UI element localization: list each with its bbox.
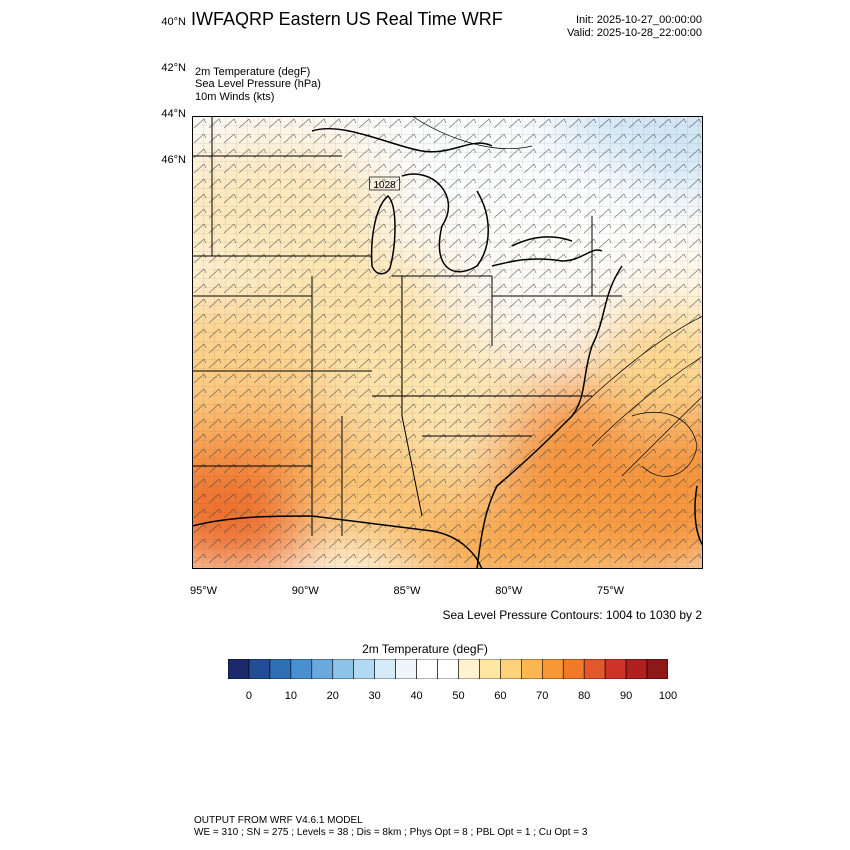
- colorbar-label: 50: [452, 690, 465, 702]
- colorbar-label: 90: [619, 690, 633, 702]
- map-canvas: 1028102210201014101410181022101810141014…: [192, 116, 703, 569]
- colorbar-swatch: [332, 659, 355, 679]
- colorbar-label: 80: [578, 690, 591, 702]
- footer-settings: WE = 310 ; SN = 275 ; Levels = 38 ; Dis …: [194, 827, 588, 838]
- colorbar-swatch: [395, 659, 417, 679]
- colorbar-swatch: [521, 659, 543, 679]
- field-label-pressure: Sea Level Pressure (hPa): [195, 78, 321, 90]
- colorbar-swatch: [290, 659, 313, 679]
- pressure-label: 1028: [369, 176, 400, 191]
- colorbar-swatch: [353, 659, 375, 679]
- colorbar-swatch: [583, 659, 606, 679]
- colorbar-label: 100: [658, 690, 678, 702]
- colorbar-swatch: [311, 659, 334, 679]
- init-time: Init: 2025-10-27_00:00:00: [576, 14, 702, 26]
- colorbar-label: 0: [245, 690, 252, 702]
- chart-title: IWFAQRP Eastern US Real Time WRF: [191, 9, 503, 29]
- colorbar-swatch: [562, 659, 585, 679]
- colorbar-swatch: [269, 659, 292, 679]
- lon-label: 95°W: [189, 585, 218, 597]
- colorbar-label: 70: [536, 690, 549, 702]
- contour-note: Sea Level Pressure Contours: 1004 to 103…: [442, 608, 703, 622]
- colorbar-swatch: [248, 659, 271, 679]
- state-borders: [192, 116, 622, 536]
- colorbar-swatch: [228, 659, 250, 679]
- colorbar-swatch: [604, 659, 627, 679]
- weather-map: 1028102210201014101410181022101810141014…: [192, 116, 703, 569]
- field-label-temperature: 2m Temperature (degF): [195, 66, 311, 78]
- footer-model: OUTPUT FROM WRF V4.6.1 MODEL: [194, 815, 363, 826]
- pressure-labels: 1028102210201014101410181022101810141014…: [369, 176, 400, 191]
- colorbar-swatch: [458, 659, 480, 679]
- lat-label: 44°N: [161, 108, 186, 120]
- colorbar-label: 30: [368, 690, 381, 702]
- lat-label: 42°N: [161, 62, 186, 74]
- lon-label: 85°W: [393, 585, 421, 597]
- colorbar-label: 60: [494, 690, 507, 702]
- lon-label: 75°W: [596, 585, 625, 597]
- colorbar-label: 20: [326, 690, 339, 702]
- colorbar-swatch: [541, 659, 564, 679]
- colorbar-swatch: [479, 659, 501, 679]
- pressure-label-text: 1028: [373, 180, 396, 191]
- lat-label: 40°N: [161, 16, 186, 28]
- field-label-winds: 10m Winds (kts): [195, 91, 275, 103]
- lon-label: 90°W: [291, 585, 319, 597]
- colorbar-swatch: [500, 659, 522, 679]
- colorbar-label: 40: [410, 690, 423, 702]
- wind-barbs: [192, 116, 703, 569]
- colorbar-title: 2m Temperature (degF): [362, 642, 488, 656]
- lon-label: 80°W: [495, 585, 523, 597]
- colorbar-swatch: [416, 659, 438, 679]
- colorbar-label: 10: [284, 690, 297, 702]
- valid-time: Valid: 2025-10-28_22:00:00: [567, 27, 702, 39]
- colorbar-swatch: [646, 659, 668, 679]
- colorbar-swatch: [374, 659, 396, 679]
- colorbar-swatch: [625, 659, 648, 679]
- colorbar-swatch: [437, 659, 459, 679]
- map-frame: [192, 116, 703, 569]
- lat-label: 46°N: [161, 154, 186, 166]
- pressure-contours: [411, 116, 703, 477]
- colorbar: [228, 659, 668, 679]
